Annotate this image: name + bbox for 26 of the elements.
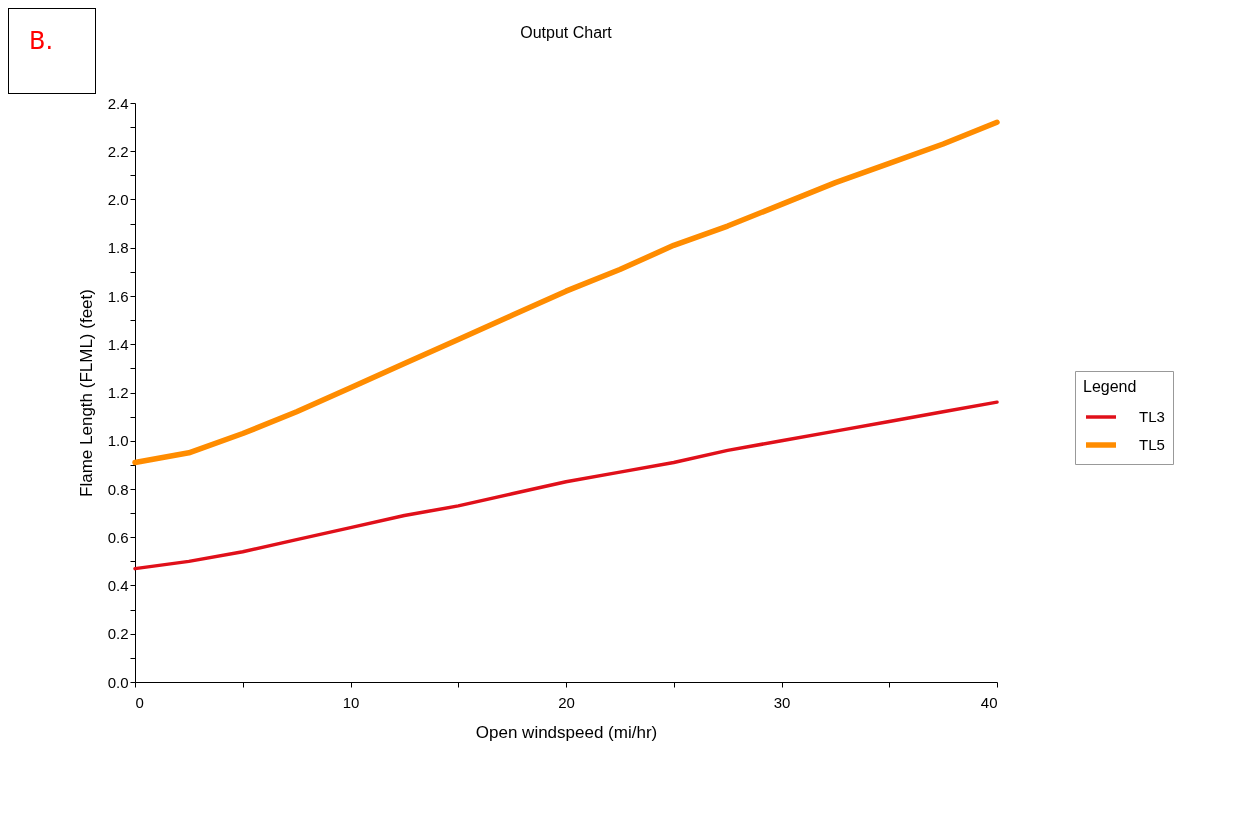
- chart-title: Output Chart: [520, 24, 613, 41]
- y-tick-label: 0.8: [107, 480, 129, 498]
- x-tick-label: 20: [558, 693, 575, 711]
- x-tick-label: 40: [980, 693, 998, 711]
- y-tick-label: 0.2: [107, 625, 129, 643]
- x-tick-label: 30: [773, 693, 791, 711]
- y-tick-label: 2.2: [107, 142, 129, 160]
- legend-label: TL5: [1139, 436, 1165, 453]
- text: B.: [8, 8, 96, 94]
- y-tick-label: 2.0: [107, 191, 129, 208]
- y-tick-label: 0.4: [107, 577, 129, 594]
- y-tick-label: 1.8: [107, 239, 129, 257]
- y-tick-label: 0.0: [107, 673, 129, 691]
- y-axis-title: Flame Length (FLML) (feet): [76, 289, 96, 497]
- line-series: [133, 400, 999, 571]
- legend-label: TL3: [1139, 408, 1165, 425]
- x-tick-label: 10: [342, 693, 360, 711]
- y-tick-label: 1.0: [107, 432, 129, 450]
- y-tick-label: 1.4: [107, 335, 129, 353]
- x-axis-title: Open windspeed (mi/hr): [475, 722, 658, 742]
- x-tick-label: 0: [135, 693, 144, 711]
- y-tick-label: 2.4: [107, 94, 129, 112]
- y-tick-label: 1.2: [107, 384, 129, 401]
- y-tick-label: 0.6: [107, 528, 129, 546]
- legend-title: Legend: [1083, 378, 1137, 395]
- y-tick-label: 1.6: [107, 287, 129, 305]
